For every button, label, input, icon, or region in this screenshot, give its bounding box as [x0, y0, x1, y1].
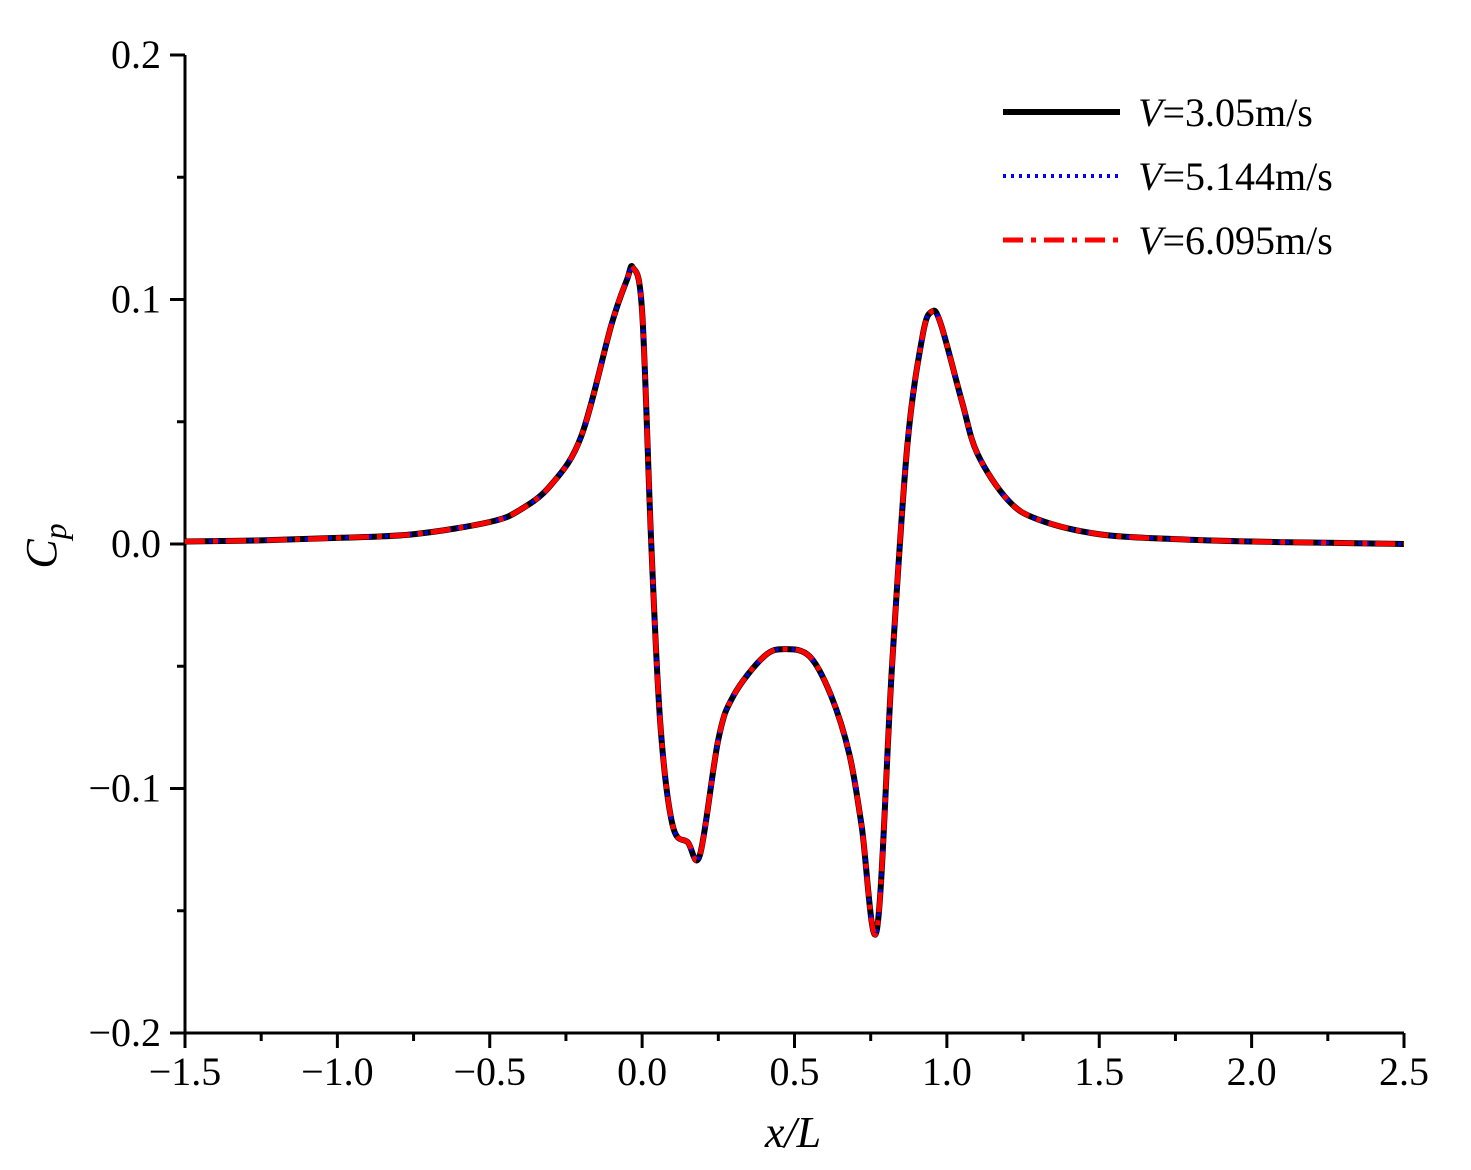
- y-axis-title-sub: p: [37, 523, 73, 541]
- series-line-1: [184, 263, 1405, 938]
- series-line-2: [184, 264, 1405, 937]
- x-axis-title: x/L: [764, 1108, 821, 1157]
- x-tick-label: −1.0: [301, 1049, 374, 1094]
- x-tick-label: −0.5: [453, 1049, 526, 1094]
- axes: −1.5 −1.0 −0.5 0.0 0.5 1.0 1.5 2.0 2.5 −0.2 −0.1 0.…: [88, 32, 1429, 1094]
- x-tick-label: 2.5: [1379, 1049, 1429, 1094]
- x-tick-label: 0.5: [770, 1049, 820, 1094]
- x-tick-label: −1.5: [149, 1049, 222, 1094]
- x-tick-label: 2.0: [1227, 1049, 1277, 1094]
- legend-label-3: V=6.095m/s: [1138, 218, 1333, 263]
- y-axis-title: Cp: [17, 523, 73, 568]
- y-tick-label: 0.2: [111, 32, 161, 77]
- series-line-3: [184, 263, 1405, 937]
- y-tick-label: −0.1: [88, 766, 161, 811]
- y-axis-title-main: C: [17, 539, 66, 569]
- series-layer: [184, 263, 1405, 938]
- legend-label-2: V=5.144m/s: [1138, 154, 1333, 199]
- legend: V=3.05m/s V=5.144m/s V=6.095m/s: [1003, 90, 1333, 263]
- x-tick-label: 0.0: [617, 1049, 667, 1094]
- x-tick-label: 1.0: [922, 1049, 972, 1094]
- y-tick-label: 0.1: [111, 277, 161, 322]
- y-tick-label: 0.0: [111, 521, 161, 566]
- legend-label-1: V=3.05m/s: [1138, 90, 1313, 135]
- x-tick-label: 1.5: [1074, 1049, 1124, 1094]
- y-tick-label: −0.2: [88, 1010, 161, 1055]
